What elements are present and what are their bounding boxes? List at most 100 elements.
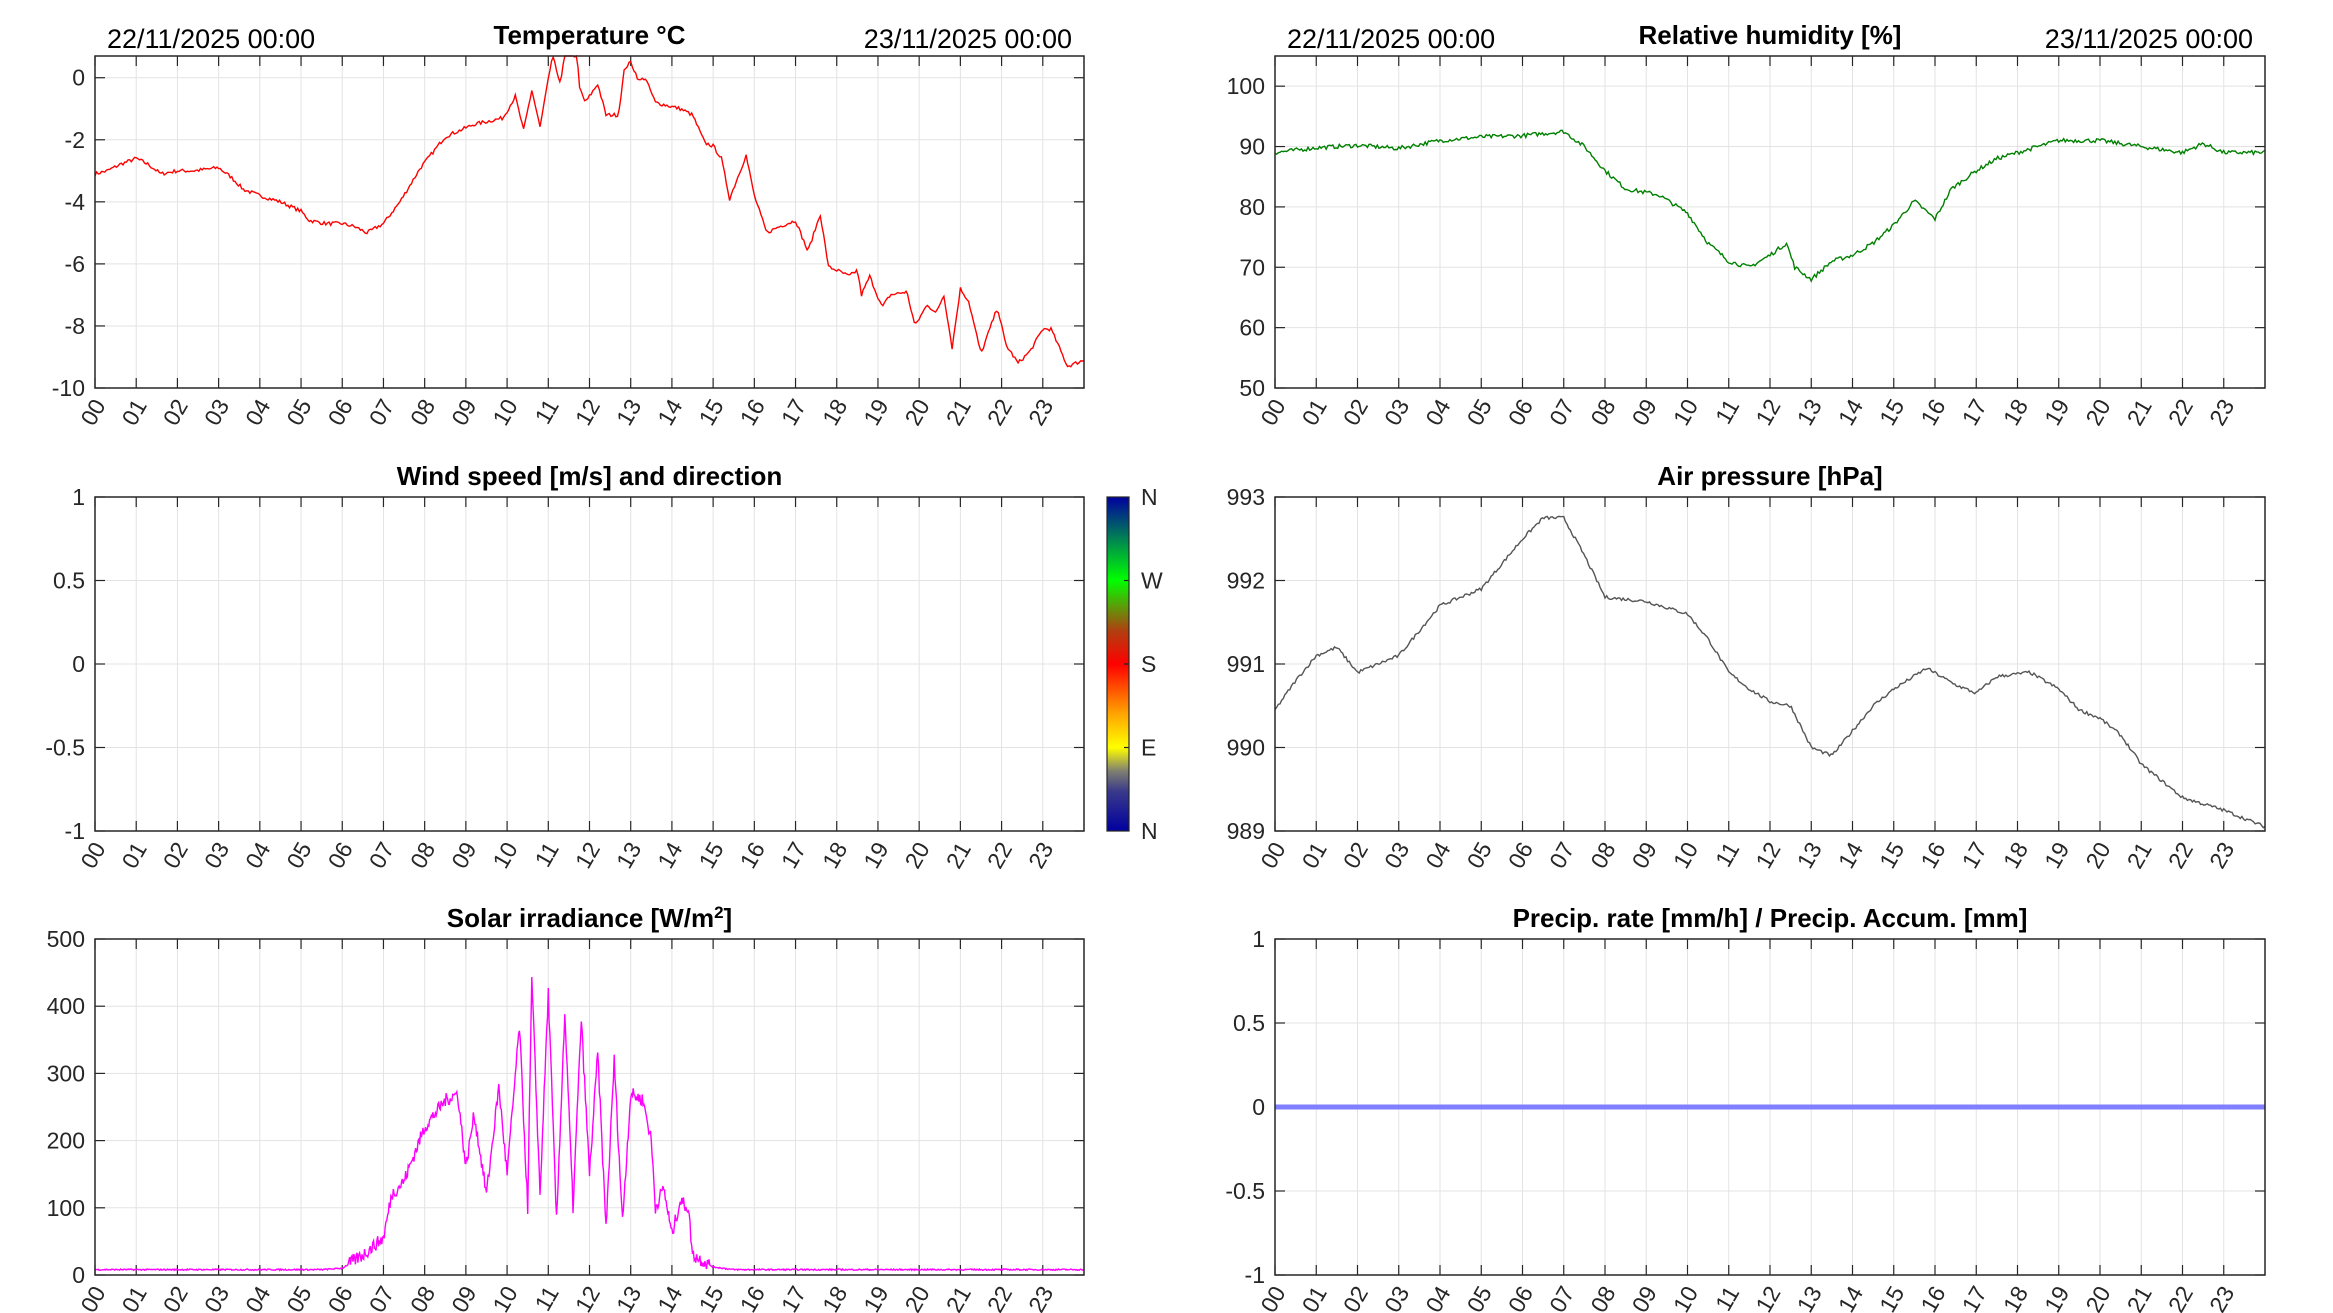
x-tick-label: 16 <box>735 1282 770 1313</box>
x-tick-label: 09 <box>446 395 481 430</box>
y-tick-label: 100 <box>47 1195 85 1221</box>
x-tick-label: 08 <box>405 395 440 430</box>
y-tick-label: 1 <box>72 484 85 510</box>
x-tick-label: 02 <box>158 838 193 873</box>
x-tick-label: 16 <box>735 838 770 873</box>
y-tick-label: 80 <box>1239 194 1265 220</box>
y-tick-label: -8 <box>65 313 85 339</box>
x-tick-label: 06 <box>323 395 358 430</box>
x-tick-label: 22 <box>982 838 1017 873</box>
x-tick-label: 18 <box>1998 395 2033 430</box>
date-end-label: 23/11/2025 00:00 <box>864 24 1072 54</box>
x-tick-label: 02 <box>1338 395 1373 430</box>
x-tick-label: 13 <box>611 838 646 873</box>
x-tick-label: 23 <box>2204 1282 2239 1313</box>
x-tick-label: 05 <box>281 395 316 430</box>
x-tick-label: 08 <box>1585 838 1620 873</box>
y-tick-label: 993 <box>1227 484 1265 510</box>
y-tick-label: 400 <box>47 993 85 1019</box>
precip-chart: 00 01 02 03 04 05 06 07 08 09 10 11 12 13 14 15 16 17 18 19… <box>1225 903 2266 1313</box>
solar-series-line <box>94 976 1084 1272</box>
x-tick-label: 22 <box>982 1282 1017 1313</box>
x-tick-label: 15 <box>693 838 728 873</box>
x-tick-label: 03 <box>1379 395 1414 430</box>
x-tick-label: 16 <box>1915 838 1950 873</box>
pressure-title: Air pressure [hPa] <box>1657 461 1882 491</box>
y-tick-label: 992 <box>1227 568 1265 594</box>
x-tick-label: 03 <box>1379 838 1414 873</box>
precip-title: Precip. rate [mm/h] / Precip. Accum. [mm… <box>1513 903 2028 933</box>
axes-frame <box>94 55 1085 389</box>
x-tick-label: 19 <box>2039 838 2074 873</box>
x-tick-label: 03 <box>199 1282 234 1313</box>
x-tick-label: 18 <box>817 395 852 430</box>
x-tick-label: 05 <box>1462 395 1497 430</box>
x-tick-label: 02 <box>158 1282 193 1313</box>
solar-title: Solar irradiance [W/m2] <box>447 903 732 934</box>
x-tick-label: 02 <box>1338 838 1373 873</box>
wind-title: Wind speed [m/s] and direction <box>397 461 782 491</box>
y-tick-label: 1 <box>1252 926 1265 952</box>
y-tick-label: 0 <box>72 651 85 677</box>
x-tick-label: 22 <box>2163 1282 2198 1313</box>
x-tick-label: 20 <box>2080 395 2115 430</box>
x-tick-label: 13 <box>1792 1282 1827 1313</box>
x-tick-label: 14 <box>1833 1281 1868 1313</box>
x-tick-label: 01 <box>116 838 151 873</box>
y-tick-label: 500 <box>47 926 85 952</box>
x-tick-label: 02 <box>1338 1282 1373 1313</box>
x-tick-label: 21 <box>941 395 976 430</box>
axes-frame <box>94 938 1085 1276</box>
x-tick-label: 06 <box>323 1282 358 1313</box>
x-tick-label: 16 <box>735 395 770 430</box>
y-tick-label: -0.5 <box>45 735 85 761</box>
axes-frame <box>1274 496 2266 832</box>
x-tick-label: 01 <box>116 395 151 430</box>
x-tick-label: 06 <box>1503 395 1538 430</box>
x-tick-label: 12 <box>1750 1282 1785 1313</box>
x-tick-label: 08 <box>405 1282 440 1313</box>
title-text: Wind speed [m/s] and direction <box>397 461 782 491</box>
x-tick-label: 14 <box>1833 394 1868 429</box>
temperature-title: Temperature °C <box>494 20 686 50</box>
x-tick-label: 13 <box>1792 838 1827 873</box>
x-tick-label: 14 <box>652 394 687 429</box>
x-tick-label: 01 <box>1297 1282 1332 1313</box>
y-tick-label: 990 <box>1227 735 1265 761</box>
title-text: Relative humidity [%] <box>1639 20 1902 50</box>
y-tick-label: 0.5 <box>1233 1010 1265 1036</box>
x-tick-label: 14 <box>652 837 687 872</box>
x-tick-label: 17 <box>1957 395 1992 430</box>
title-end: ] <box>724 903 733 933</box>
y-tick-label: 50 <box>1239 375 1265 401</box>
y-tick-label: 60 <box>1239 315 1265 341</box>
humidity-series-line <box>1274 129 2266 283</box>
x-tick-label: 18 <box>1998 838 2033 873</box>
x-tick-label: 17 <box>1957 1282 1992 1313</box>
x-tick-label: 21 <box>2122 395 2157 430</box>
y-tick-label: -10 <box>52 375 85 401</box>
x-tick-label: 20 <box>2080 1282 2115 1313</box>
x-tick-label: 03 <box>1379 1282 1414 1313</box>
y-tick-label: 0 <box>72 1262 85 1288</box>
x-tick-label: 08 <box>1585 395 1620 430</box>
y-tick-label: -2 <box>65 127 85 153</box>
axes-frame <box>94 496 1085 832</box>
x-tick-label: 12 <box>570 395 605 430</box>
x-tick-label: 09 <box>1627 1282 1662 1313</box>
x-tick-label: 06 <box>1503 1282 1538 1313</box>
y-tick-label: 0.5 <box>53 568 85 594</box>
x-tick-label: 21 <box>2122 838 2157 873</box>
y-tick-label: -1 <box>1245 1262 1265 1288</box>
y-tick-label: -6 <box>65 251 85 277</box>
x-tick-label: 17 <box>776 1282 811 1313</box>
x-tick-label: 20 <box>2080 838 2115 873</box>
x-tick-label: 21 <box>941 1282 976 1313</box>
x-tick-label: 15 <box>693 1282 728 1313</box>
x-tick-label: 12 <box>1750 838 1785 873</box>
x-tick-label: 23 <box>1023 838 1058 873</box>
colorbar-label: N <box>1141 484 1158 510</box>
x-tick-label: 12 <box>1750 395 1785 430</box>
axes-frame <box>1274 938 2266 1276</box>
x-tick-label: 19 <box>858 838 893 873</box>
